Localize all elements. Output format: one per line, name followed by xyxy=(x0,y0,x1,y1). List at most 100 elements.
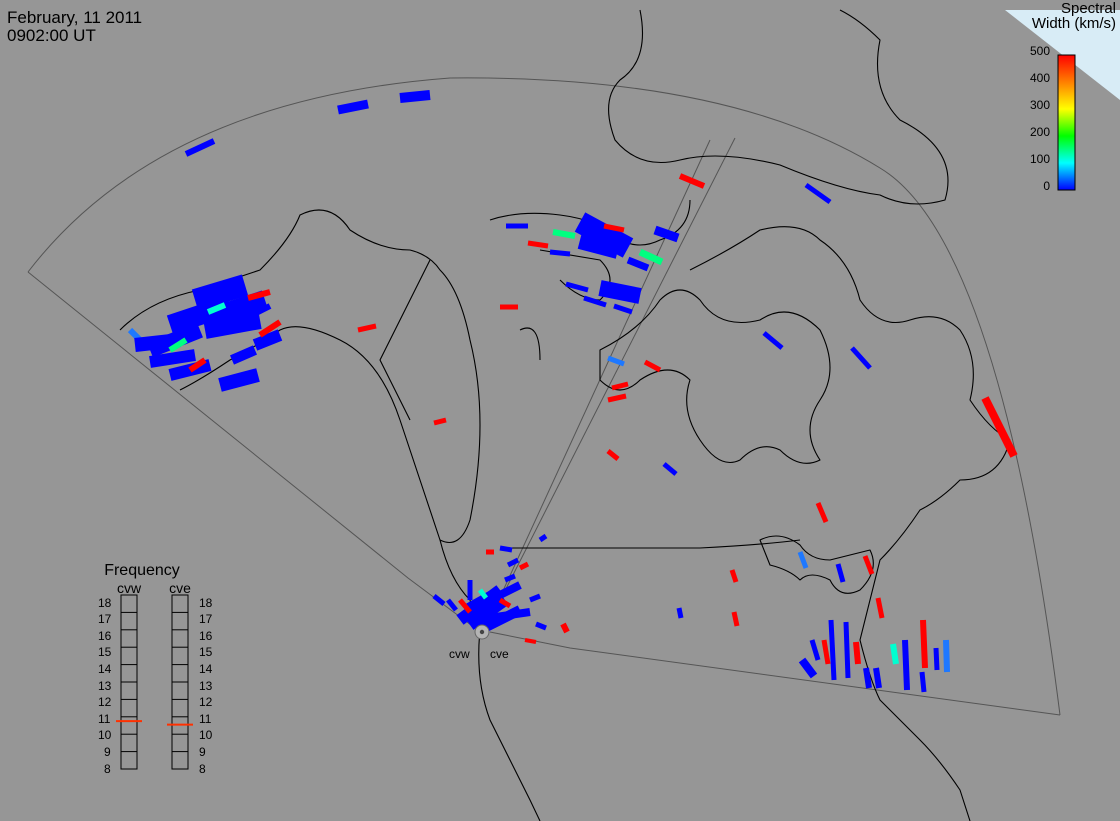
backscatter-cell xyxy=(603,223,625,233)
backscatter-cell xyxy=(919,671,927,693)
colorbar-title-line2: Width (km/s) xyxy=(1031,15,1116,32)
backscatter-cell xyxy=(863,667,872,689)
backscatter-cell xyxy=(676,607,684,619)
backscatter-cell xyxy=(607,355,625,367)
freq-label-west: 13 xyxy=(98,679,112,693)
frequency-column-west: cvw xyxy=(117,580,142,596)
backscatter-cell xyxy=(862,555,875,575)
backscatter-cell xyxy=(797,551,809,569)
backscatter-cell xyxy=(218,368,260,392)
backscatter-cell xyxy=(583,295,607,308)
backscatter-cell xyxy=(499,545,513,553)
backscatter-cell xyxy=(798,657,818,679)
backscatter-cell xyxy=(821,639,831,665)
us-canada-border xyxy=(499,539,801,549)
freq-label-east: 10 xyxy=(199,728,213,742)
freq-label-west: 8 xyxy=(104,762,111,776)
backscatter-cell xyxy=(248,303,272,319)
backscatter-cell xyxy=(560,622,570,634)
fov-south-boundary xyxy=(489,631,1061,716)
freq-label-west: 18 xyxy=(98,596,112,610)
freq-label-east: 16 xyxy=(199,629,213,643)
freq-label-east: 14 xyxy=(199,662,213,676)
frequency-panel: Frequency cvw cve 18 17 16 15 14 13 12 1… xyxy=(98,562,213,776)
backscatter-cell xyxy=(873,667,882,689)
backscatter-cell xyxy=(149,349,196,368)
freq-label-west: 10 xyxy=(98,728,112,742)
backscatter-cell xyxy=(527,240,549,249)
colorbar-tick: 500 xyxy=(1030,44,1050,58)
backscatter-cell xyxy=(638,248,664,266)
backscatter-cell xyxy=(890,643,899,665)
freq-label-east: 8 xyxy=(199,762,206,776)
backscatter-cell xyxy=(252,329,283,351)
backscatter-cell xyxy=(147,322,203,358)
fov-far-boundary xyxy=(27,77,1061,716)
backscatter-cell xyxy=(506,557,520,568)
backscatter-cell xyxy=(535,621,547,631)
time-label: 0902:00 UT xyxy=(7,26,96,45)
backscatter-cell xyxy=(258,319,282,338)
backscatter-cell xyxy=(875,597,885,619)
backscatter-cell xyxy=(850,346,872,370)
backscatter-cell xyxy=(606,449,620,461)
backscatter-cell xyxy=(357,323,377,333)
backscatter-cell xyxy=(538,533,548,543)
radar-label-west: cvw xyxy=(449,647,470,661)
freq-label-east: 11 xyxy=(199,712,212,726)
freq-label-west: 12 xyxy=(98,695,112,709)
backscatter-cell xyxy=(247,289,271,301)
freq-label-west: 16 xyxy=(98,629,112,643)
backscatter-cell xyxy=(433,417,447,426)
frequency-grid xyxy=(121,611,188,753)
backscatter-cell xyxy=(552,229,576,239)
pacific-coast xyxy=(439,539,541,821)
backscatter-cell xyxy=(230,345,257,365)
radar-site-dot xyxy=(479,629,485,635)
backscatter-cell xyxy=(662,462,678,476)
freq-label-east: 9 xyxy=(199,745,206,759)
backscatter-cell xyxy=(337,99,369,115)
backscatter-cell xyxy=(920,619,928,669)
greenland-coast xyxy=(608,9,949,205)
timestamp-header: February, 11 2011 0902:00 UT xyxy=(7,9,142,45)
backscatter-cell xyxy=(203,311,262,339)
frequency-scale: 18 17 16 15 14 13 12 11 10 9 8 18 17 16 … xyxy=(98,596,213,776)
radar-label-east: cve xyxy=(490,647,509,661)
backscatter-cell xyxy=(478,588,488,600)
colorbar-tick: 200 xyxy=(1030,125,1050,139)
alaska-coast xyxy=(119,209,481,544)
freq-label-east: 13 xyxy=(199,679,213,693)
freq-label-east: 18 xyxy=(199,596,213,610)
colorbar-tick: 300 xyxy=(1030,98,1050,112)
hudson-bay xyxy=(599,289,831,464)
backscatter-cell xyxy=(843,621,851,679)
backscatter-cell xyxy=(206,290,269,328)
backscatter-cell xyxy=(678,173,706,189)
backscatter-cell xyxy=(729,569,739,583)
backscatter-cell xyxy=(643,359,662,373)
backscatter-cell xyxy=(565,281,589,293)
backscatter-cell xyxy=(458,598,472,614)
backscatter-cell xyxy=(577,231,621,259)
backscatter-layer xyxy=(127,90,1018,693)
frequency-title: Frequency xyxy=(104,562,180,579)
backscatter-cell xyxy=(653,225,680,243)
backscatter-cell xyxy=(809,639,821,661)
backscatter-cell xyxy=(762,331,784,350)
backscatter-cell xyxy=(828,619,837,681)
backscatter-cell xyxy=(626,256,650,272)
freq-label-west: 15 xyxy=(98,645,112,659)
colorbar-gradient xyxy=(1057,54,1076,191)
freq-label-east: 17 xyxy=(199,612,213,626)
colorbar-title-line1: Spectral xyxy=(1060,0,1116,17)
backscatter-cell xyxy=(191,274,249,311)
backscatter-cell xyxy=(446,598,458,612)
backscatter-cell xyxy=(474,608,531,624)
backscatter-cell xyxy=(488,581,522,604)
colorbar-tick: 100 xyxy=(1030,152,1050,166)
backscatter-cell xyxy=(518,561,530,571)
backscatter-cell xyxy=(598,280,642,304)
